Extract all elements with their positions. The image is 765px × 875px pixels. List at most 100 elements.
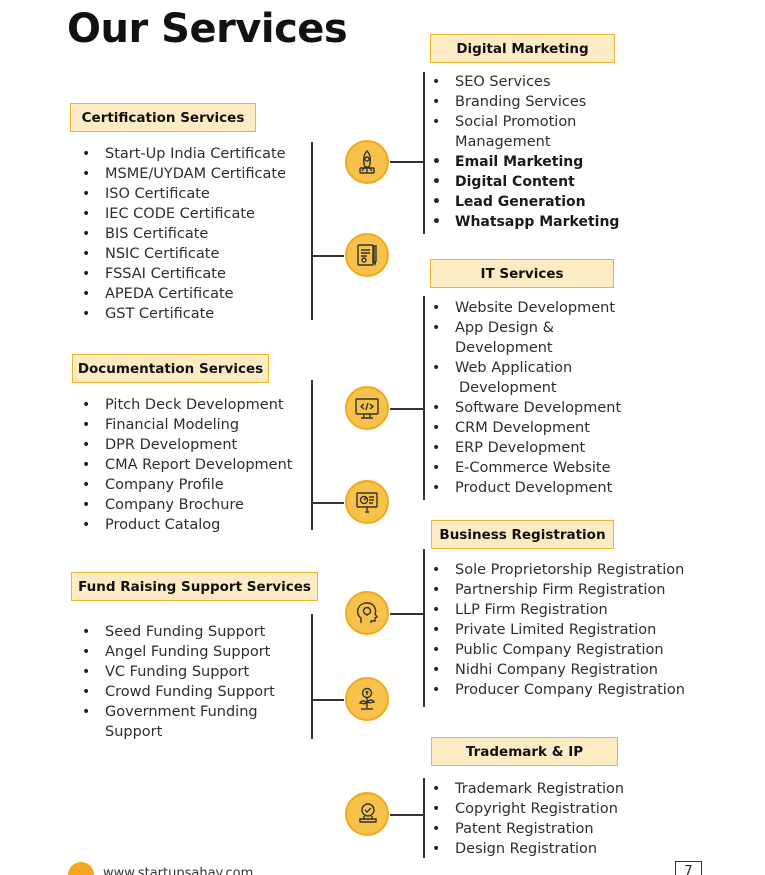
certification-services-list: Start-Up India Certificate MSME/UYDAM Ce… — [80, 144, 286, 324]
list-item: Pitch Deck Development — [80, 395, 292, 415]
list-item: Public Company Registration — [430, 640, 685, 660]
certification-services-label: Certification Services — [81, 109, 245, 126]
connector-line — [311, 699, 344, 701]
connector-line — [311, 255, 344, 257]
list-item-line: Development — [459, 380, 557, 396]
list-item: ISO Certificate — [80, 184, 286, 204]
list-item: DPR Development — [80, 435, 292, 455]
fund-raising-list: Seed Funding Support Angel Funding Suppo… — [80, 622, 275, 742]
list-item: VC Funding Support — [80, 662, 275, 682]
list-item: MSME/UYDAM Certificate — [80, 164, 286, 184]
connector-line — [423, 72, 425, 234]
connector-line — [390, 408, 424, 410]
digital-marketing-label: Digital Marketing — [456, 40, 589, 57]
list-item: Software Development — [430, 398, 621, 418]
connector-line — [390, 161, 424, 163]
connector-line — [390, 814, 424, 816]
list-item: NSIC Certificate — [80, 244, 286, 264]
list-item: Government Funding Support — [80, 702, 275, 742]
footer-logo — [68, 862, 94, 875]
list-item: Producer Company Registration — [430, 680, 685, 700]
list-item: ERP Development — [430, 438, 621, 458]
list-item: Copyright Registration — [430, 799, 624, 819]
list-item: GST Certificate — [80, 304, 286, 324]
trademark-ip-list: Trademark Registration Copyright Registr… — [430, 779, 624, 859]
footer-url[interactable]: www.startupsahay.com — [103, 866, 254, 875]
connector-line — [311, 502, 344, 504]
list-item-line: Social Promotion — [455, 114, 577, 130]
list-item: E-Commerce Website — [430, 458, 621, 478]
list-item: Nidhi Company Registration — [430, 660, 685, 680]
list-item: Whatsapp Marketing — [430, 212, 619, 232]
list-item-line: App Design & — [455, 320, 554, 336]
list-item-line: Development — [455, 340, 553, 356]
list-item: CRM Development — [430, 418, 621, 438]
list-item: Angel Funding Support — [80, 642, 275, 662]
list-item: BIS Certificate — [80, 224, 286, 244]
list-item: Start-Up India Certificate — [80, 144, 286, 164]
page-title: Our Services — [67, 6, 348, 52]
fund-raising-label: Fund Raising Support Services — [78, 578, 311, 595]
list-item: SEO Services — [430, 72, 619, 92]
list-item: Social Promotion Management — [430, 112, 619, 152]
list-item: Email Marketing — [430, 152, 619, 172]
list-item: APEDA Certificate — [80, 284, 286, 304]
presentation-icon — [345, 480, 389, 524]
code-monitor-icon — [345, 386, 389, 430]
connector-line — [423, 778, 425, 858]
connector-line — [311, 142, 313, 320]
documentation-services-list: Pitch Deck Development Financial Modelin… — [80, 395, 292, 535]
certificate-icon — [345, 233, 389, 277]
list-item: IEC CODE Certificate — [80, 204, 286, 224]
fund-raising-heading: Fund Raising Support Services — [71, 572, 318, 601]
list-item: Private Limited Registration — [430, 620, 685, 640]
list-item-line: Government Funding — [105, 704, 258, 720]
list-item: Crowd Funding Support — [80, 682, 275, 702]
digital-marketing-list: SEO Services Branding Services Social Pr… — [430, 72, 619, 232]
certification-services-heading: Certification Services — [70, 103, 256, 132]
list-item: Website Development — [430, 298, 621, 318]
list-item: Partnership Firm Registration — [430, 580, 685, 600]
list-item-line: Management — [455, 134, 551, 150]
rocket-icon — [345, 140, 389, 184]
it-services-label: IT Services — [480, 265, 564, 282]
list-item-line: Support — [105, 724, 163, 740]
connector-line — [390, 613, 424, 615]
list-item: Patent Registration — [430, 819, 624, 839]
idea-head-icon — [345, 591, 389, 635]
documentation-services-label: Documentation Services — [77, 360, 264, 377]
list-item: Web Application Development — [430, 358, 621, 398]
list-item: Lead Generation — [430, 192, 619, 212]
list-item: Financial Modeling — [80, 415, 292, 435]
it-services-heading: IT Services — [430, 259, 614, 288]
list-item: Trademark Registration — [430, 779, 624, 799]
documentation-services-heading: Documentation Services — [72, 354, 269, 383]
trademark-ip-label: Trademark & IP — [465, 743, 584, 760]
list-item: App Design & Development — [430, 318, 621, 358]
business-registration-list: Sole Proprietorship Registration Partner… — [430, 560, 685, 700]
list-item: Product Development — [430, 478, 621, 498]
money-plant-icon — [345, 677, 389, 721]
business-registration-label: Business Registration — [439, 526, 606, 543]
business-registration-heading: Business Registration — [431, 520, 614, 549]
connector-line — [423, 296, 425, 500]
trademark-ip-heading: Trademark & IP — [431, 737, 618, 766]
list-item: Digital Content — [430, 172, 619, 192]
digital-marketing-heading: Digital Marketing — [430, 34, 615, 63]
list-item-line: Web Application — [455, 360, 573, 376]
connector-line — [423, 549, 425, 707]
it-services-list: Website Development App Design & Develop… — [430, 298, 621, 498]
connector-line — [311, 614, 313, 739]
list-item: Seed Funding Support — [80, 622, 275, 642]
list-item: Company Brochure — [80, 495, 292, 515]
list-item: LLP Firm Registration — [430, 600, 685, 620]
connector-line — [311, 380, 313, 530]
stamp-icon — [345, 792, 389, 836]
list-item: CMA Report Development — [80, 455, 292, 475]
page-number: 7 — [675, 861, 702, 875]
list-item: FSSAI Certificate — [80, 264, 286, 284]
list-item: Company Profile — [80, 475, 292, 495]
list-item: Branding Services — [430, 92, 619, 112]
list-item: Sole Proprietorship Registration — [430, 560, 685, 580]
list-item: Design Registration — [430, 839, 624, 859]
